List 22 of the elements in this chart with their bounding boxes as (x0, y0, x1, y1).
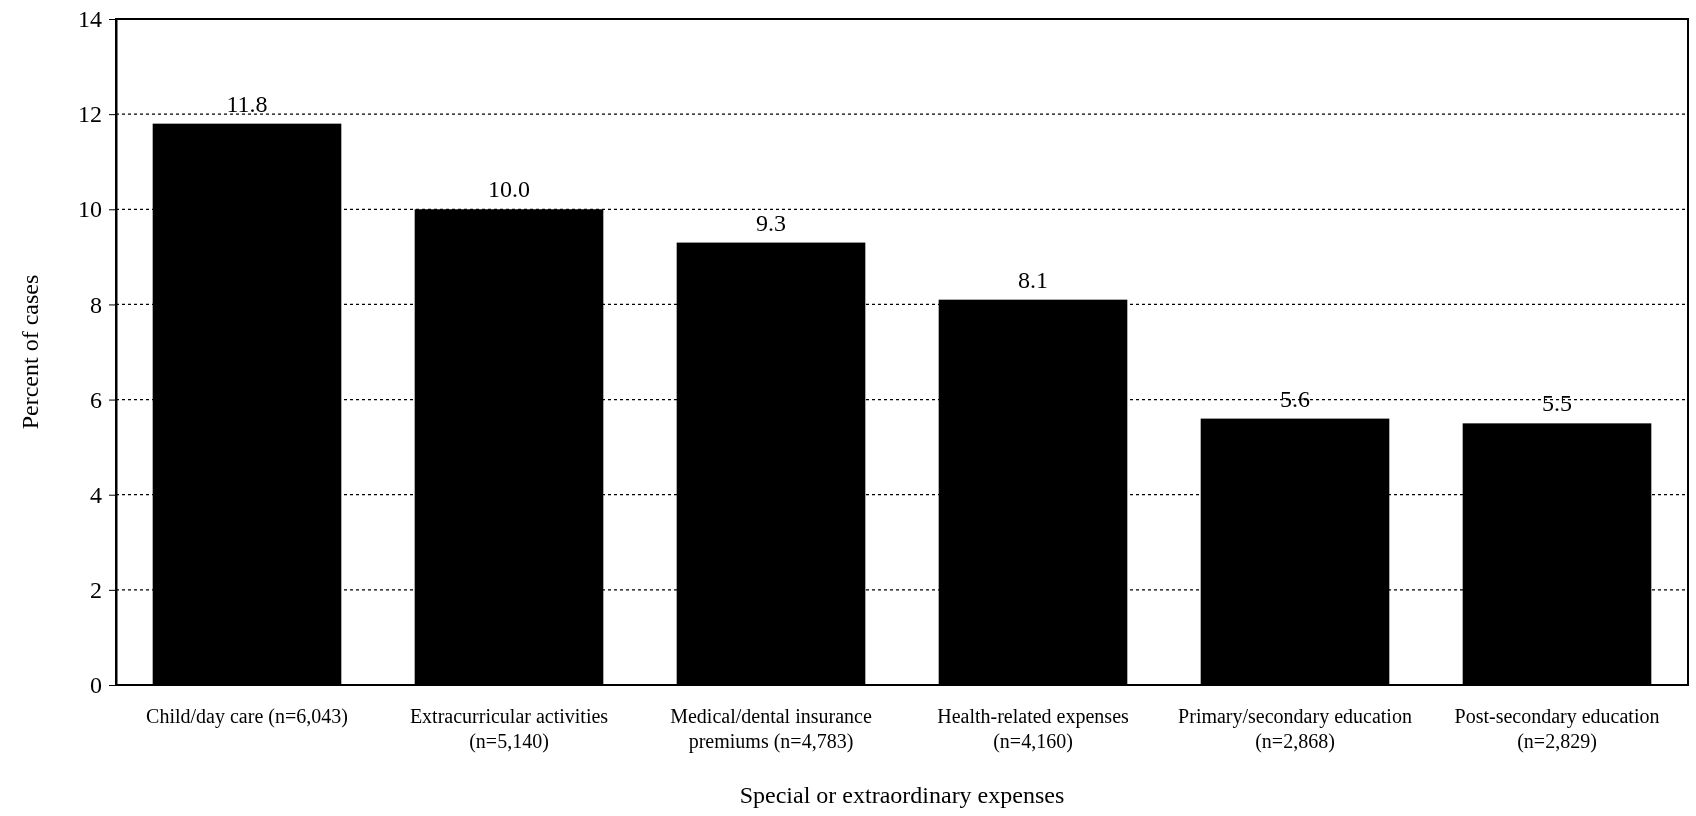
data-label: 5.6 (1280, 385, 1310, 412)
x-tick-label: Extracurricular activities (n=5,140) (409, 705, 609, 753)
data-label: 5.5 (1542, 390, 1572, 417)
data-label: 9.3 (756, 209, 786, 236)
y-tick-label: 6 (90, 386, 102, 413)
y-tick-label: 8 (90, 291, 102, 318)
y-tick-label: 10 (78, 196, 102, 223)
x-tick-label: Primary/secondary education (n=2,868) (1178, 705, 1412, 753)
y-tick-label: 0 (90, 672, 102, 699)
data-label: 10.0 (488, 176, 530, 203)
y-tick-label: 14 (78, 6, 102, 33)
y-tick-label: 2 (90, 577, 102, 604)
y-axis-title: Percent of cases (17, 274, 43, 430)
data-label: 8.1 (1018, 266, 1048, 293)
data-label: 11.8 (226, 90, 268, 117)
x-tick-label: Post-secondary education (n=2,829) (1454, 705, 1660, 753)
y-tick-label: 4 (90, 481, 102, 508)
x-tick-label: Health-related expenses (n=4,160) (937, 705, 1129, 753)
x-tick-label: Medical/dental insurance premiums (n=4,783) (670, 705, 872, 753)
y-tick-label: 12 (78, 101, 102, 128)
x-tick-label: Child/day care (n=6,043) (146, 705, 348, 728)
x-axis-title: Special or extraordinary expenses (739, 782, 1065, 808)
